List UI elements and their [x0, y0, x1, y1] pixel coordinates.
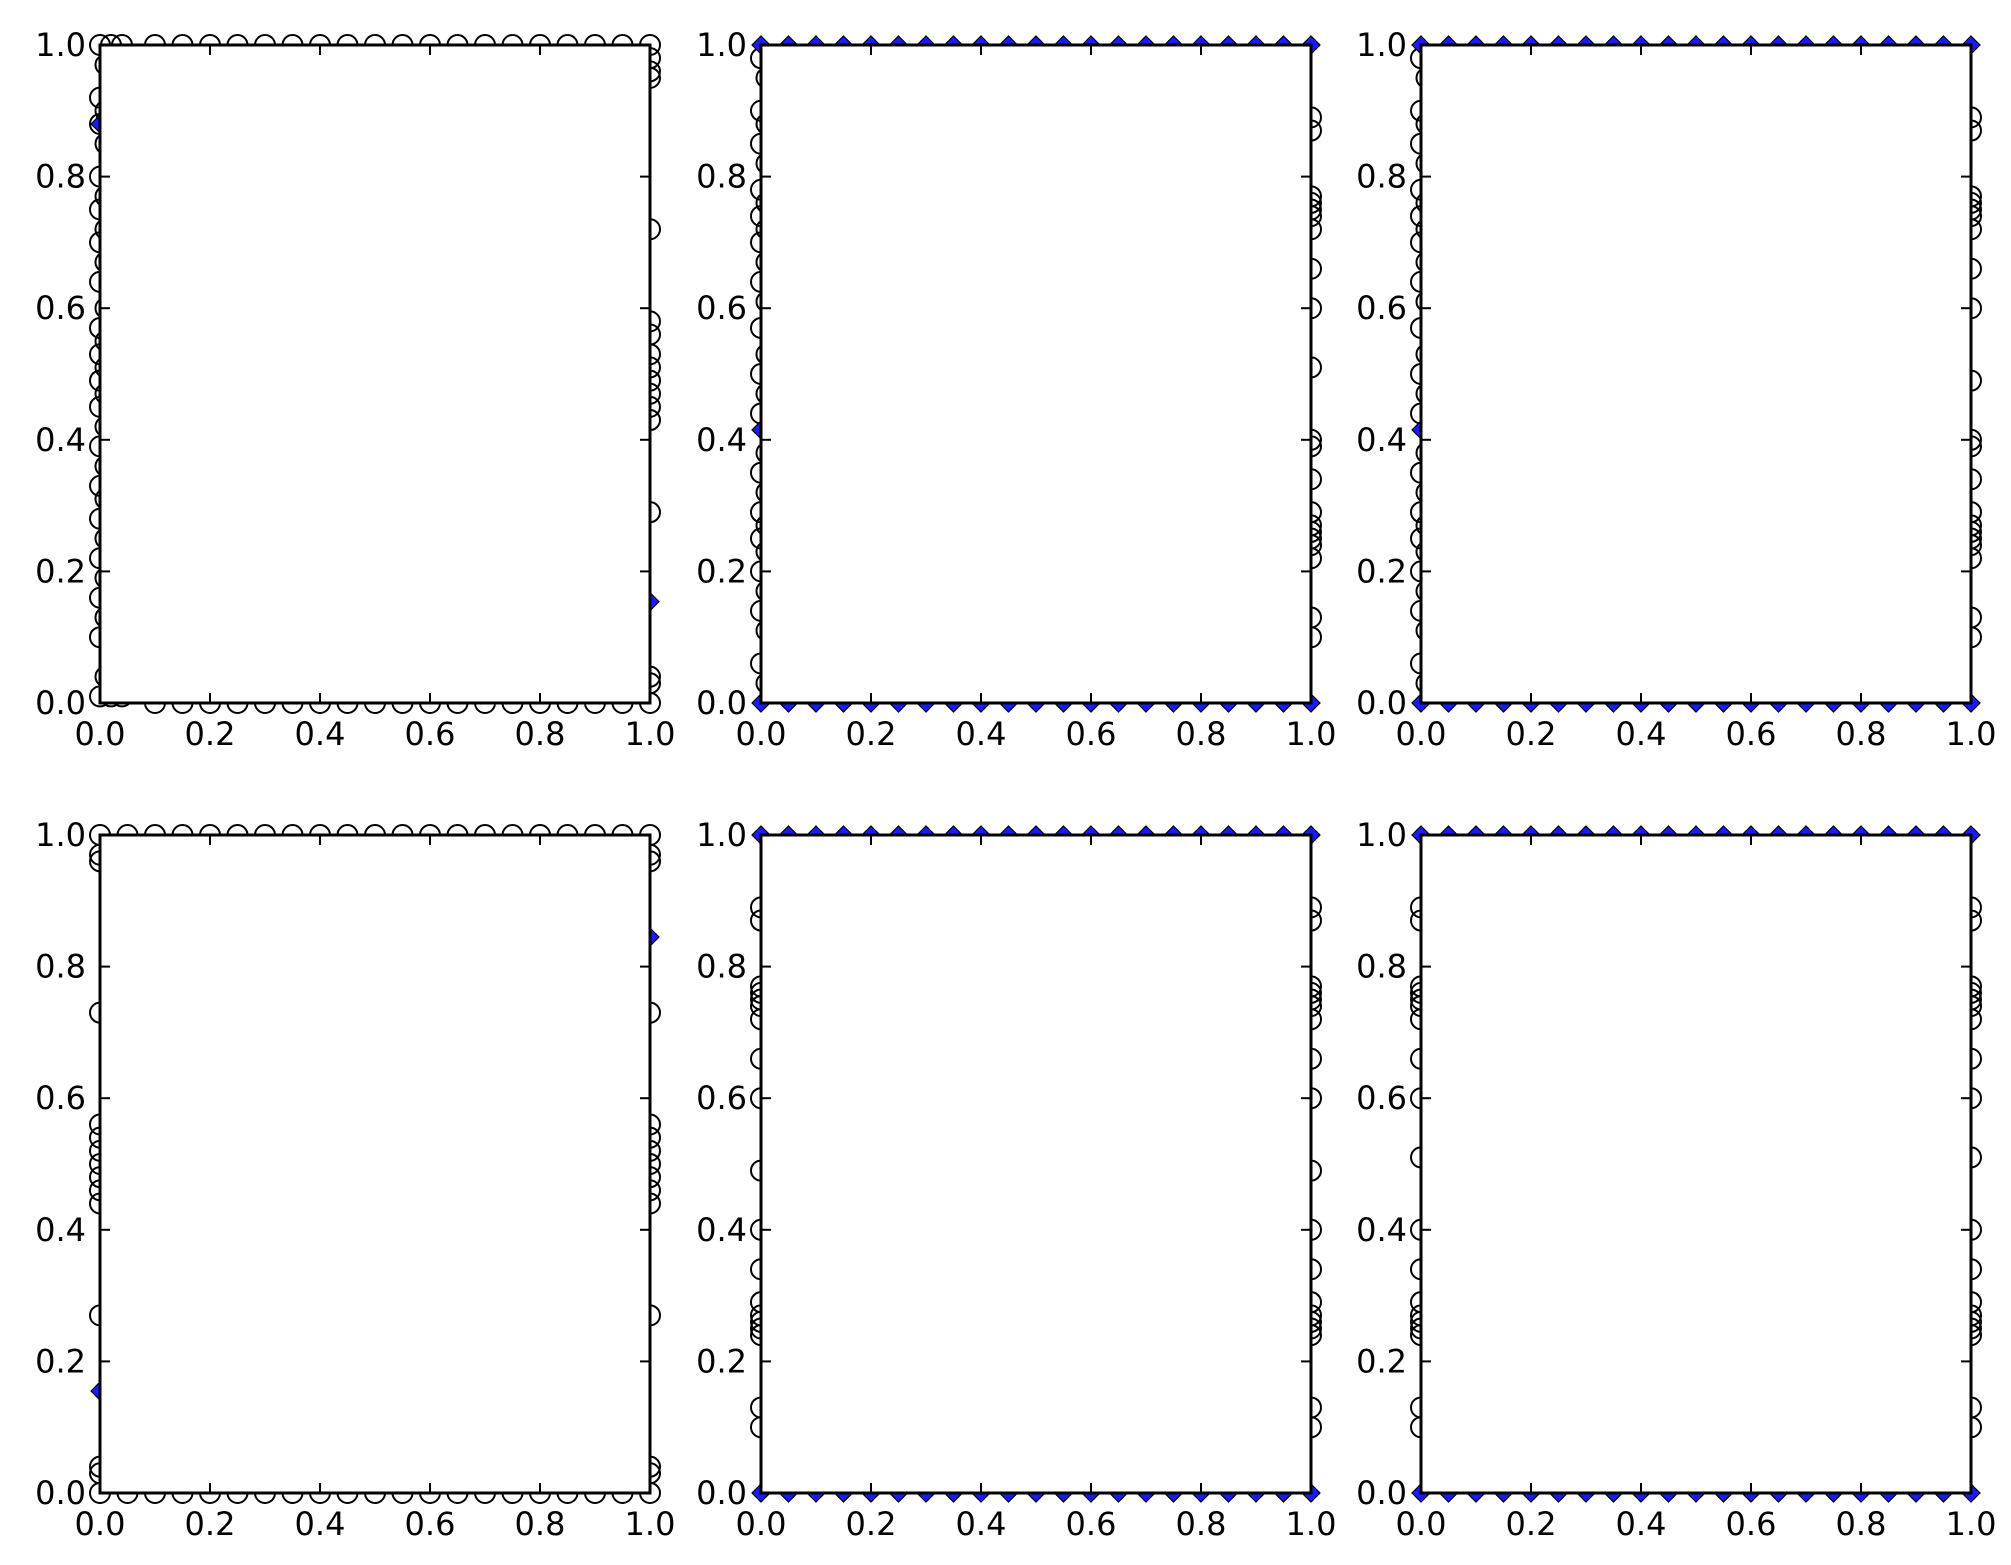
chart-panel-top-right: 0.00.0 0.2 0.2 0.4 0.4 0.6 0.6 0.8 0.8 1.0 1.0: [1356, 26, 1996, 753]
x-tick-label: 1.0: [1286, 1505, 1337, 1543]
x-tick-label: 0.0: [75, 715, 126, 753]
y-tick-label: 0.4: [696, 421, 747, 459]
y-tick-label: 0.0: [1356, 1474, 1407, 1512]
x-tick-label: 0.8: [1176, 715, 1227, 753]
x-tick-label: 0.6: [1066, 1505, 1117, 1543]
x-tick-label: 1.0: [1286, 715, 1337, 753]
y-tick-label: 0.2: [1356, 552, 1407, 590]
y-tick-label: 1.0: [1356, 816, 1407, 854]
x-tick-label: 0.2: [846, 1505, 897, 1543]
y-tick-label: 0.4: [35, 421, 86, 459]
x-tick-label: 0.8: [515, 1505, 566, 1543]
x-tick-label: 0.4: [295, 1505, 346, 1543]
y-tick-label: 0.8: [35, 158, 86, 196]
axes-frame: [759, 833, 1313, 1495]
y-tick-label: 0.4: [696, 1211, 747, 1249]
x-tick-label: 0.0: [75, 1505, 126, 1543]
y-tick-label: 0.6: [1356, 1079, 1407, 1117]
y-tick-label: 0.0: [35, 684, 86, 722]
y-tick-label: 1.0: [35, 816, 86, 854]
y-tick-label: 0.8: [1356, 948, 1407, 986]
y-tick-label: 1.0: [35, 26, 86, 64]
chart-panel-top-left: 0.00.0 0.2 0.2 0.4 0.4 0.6 0.6 0.8 0.8 1.0 1.0: [35, 26, 675, 753]
y-tick-label: 0.0: [696, 1474, 747, 1512]
axes-frame: [1419, 43, 1973, 705]
x-tick-label: 0.0: [736, 715, 787, 753]
y-tick-label: 0.8: [696, 948, 747, 986]
y-tick-label: 0.4: [1356, 421, 1407, 459]
x-tick-label: 0.2: [846, 715, 897, 753]
x-tick-label: 0.8: [1176, 1505, 1227, 1543]
x-tick-label: 1.0: [625, 1505, 676, 1543]
axes-frame: [759, 43, 1313, 705]
chart-panel-bottom-left: 0.00.0 0.2 0.2 0.4 0.4 0.6 0.6 0.8 0.8 1.0 1.0: [35, 816, 675, 1543]
x-tick-label: 0.8: [1836, 1505, 1887, 1543]
y-tick-label: 0.6: [696, 289, 747, 327]
chart-panel-bottom-right: 0.00.0 0.2 0.2 0.4 0.4 0.6 0.6 0.8 0.8 1.0 1.0: [1356, 816, 1996, 1543]
x-tick-label: 0.8: [515, 715, 566, 753]
y-tick-label: 0.8: [1356, 158, 1407, 196]
x-tick-label: 1.0: [1946, 1505, 1997, 1543]
x-tick-label: 0.4: [295, 715, 346, 753]
x-tick-label: 0.6: [1066, 715, 1117, 753]
y-tick-label: 0.0: [35, 1474, 86, 1512]
y-tick-label: 0.6: [35, 1079, 86, 1117]
x-tick-label: 0.2: [185, 1505, 236, 1543]
y-tick-label: 0.6: [1356, 289, 1407, 327]
y-tick-label: 0.0: [696, 684, 747, 722]
x-tick-label: 0.4: [956, 1505, 1007, 1543]
x-tick-label: 0.0: [1396, 715, 1447, 753]
x-tick-label: 0.2: [185, 715, 236, 753]
x-tick-label: 0.6: [405, 1505, 456, 1543]
y-tick-label: 0.0: [1356, 684, 1407, 722]
x-tick-label: 0.2: [1506, 715, 1557, 753]
x-tick-label: 0.4: [1616, 715, 1667, 753]
chart-panel-bottom-middle: 0.00.0 0.2 0.2 0.4 0.4 0.6 0.6 0.8 0.8 1.0 1.0: [696, 816, 1336, 1543]
x-tick-label: 0.2: [1506, 1505, 1557, 1543]
y-tick-label: 0.2: [35, 552, 86, 590]
x-tick-label: 0.4: [1616, 1505, 1667, 1543]
x-tick-label: 1.0: [625, 715, 676, 753]
y-tick-label: 0.4: [1356, 1211, 1407, 1249]
y-tick-label: 0.2: [696, 1342, 747, 1380]
y-tick-label: 1.0: [696, 816, 747, 854]
x-tick-label: 0.6: [405, 715, 456, 753]
y-tick-label: 0.8: [696, 158, 747, 196]
x-tick-label: 0.8: [1836, 715, 1887, 753]
axes-frame: [1419, 833, 1973, 1495]
x-tick-label: 0.0: [1396, 1505, 1447, 1543]
y-tick-label: 1.0: [696, 26, 747, 64]
y-tick-label: 0.6: [35, 289, 86, 327]
y-tick-label: 0.2: [696, 552, 747, 590]
x-tick-label: 0.6: [1726, 1505, 1777, 1543]
y-tick-label: 0.2: [35, 1342, 86, 1380]
y-tick-label: 0.4: [35, 1211, 86, 1249]
y-tick-label: 0.8: [35, 948, 86, 986]
x-tick-label: 1.0: [1946, 715, 1997, 753]
y-tick-label: 0.2: [1356, 1342, 1407, 1380]
chart-panel-top-middle: 0.00.0 0.2 0.2 0.4 0.4 0.6 0.6 0.8 0.8 1.0 1.0: [696, 26, 1336, 753]
y-tick-label: 0.6: [696, 1079, 747, 1117]
y-tick-label: 1.0: [1356, 26, 1407, 64]
x-tick-label: 0.4: [956, 715, 1007, 753]
axes-frame: [98, 833, 652, 1495]
axes-frame: [98, 43, 652, 705]
x-tick-label: 0.0: [736, 1505, 787, 1543]
x-tick-label: 0.6: [1726, 715, 1777, 753]
